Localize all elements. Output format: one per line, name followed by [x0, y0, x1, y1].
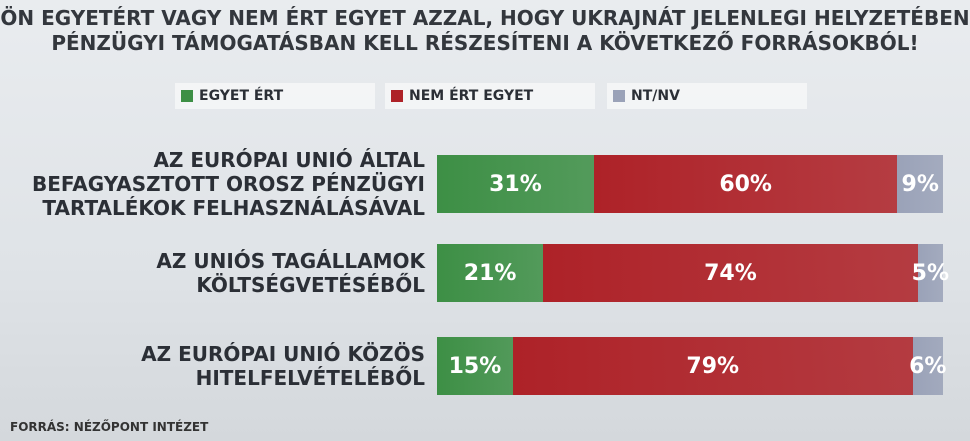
bar-segment — [437, 155, 594, 213]
legend-swatch — [181, 90, 193, 102]
category-label: AZ EURÓPAI UNIÓ KÖZÖS HITELFELVÉTELÉBŐL — [141, 342, 425, 390]
bar-row: 31% 60% 9% — [437, 155, 943, 213]
bar-row: 15% 79% 6% — [437, 337, 947, 395]
category-label: AZ UNIÓS TAGÁLLAMOK KÖLTSÉGVETÉSÉBŐL — [156, 249, 425, 297]
legend-item: NEM ÉRT EGYET — [385, 83, 595, 109]
value-label: 31% — [489, 171, 542, 197]
source: FORRÁS: NÉZŐPONT INTÉZET — [10, 420, 209, 434]
legend-label: EGYET ÉRT — [199, 88, 284, 104]
legend-swatch — [391, 90, 403, 102]
value-label: 9% — [901, 171, 939, 197]
bar-segment — [897, 155, 943, 213]
value-label: 60% — [719, 171, 772, 197]
bar-segment — [437, 337, 513, 395]
legend-swatch — [613, 90, 625, 102]
value-label: 15% — [448, 353, 502, 379]
value-label: 79% — [686, 353, 740, 379]
legend-label: NEM ÉRT EGYET — [409, 88, 534, 104]
value-label: 5% — [911, 260, 950, 286]
bar-row: 21% 74% 5% — [437, 244, 950, 302]
bar-segment — [917, 244, 943, 302]
bar-segment — [912, 337, 943, 395]
chart-title: ÖN EGYETÉRT VAGY NEM ÉRT EGYET AZZAL, HO… — [0, 6, 970, 55]
bar-segment — [593, 155, 898, 213]
value-label: 74% — [704, 260, 757, 286]
legend-item: NT/NV — [607, 83, 807, 109]
value-label: 21% — [463, 260, 517, 286]
category-label: AZ EURÓPAI UNIÓ ÁLTAL BEFAGYASZTOTT OROS… — [31, 148, 425, 220]
bar-segment — [512, 337, 913, 395]
bar-segment — [543, 244, 918, 302]
value-label: 6% — [909, 353, 947, 379]
bar-segment — [437, 244, 544, 302]
legend-item: EGYET ÉRT — [175, 83, 375, 109]
legend-label: NT/NV — [631, 88, 680, 104]
